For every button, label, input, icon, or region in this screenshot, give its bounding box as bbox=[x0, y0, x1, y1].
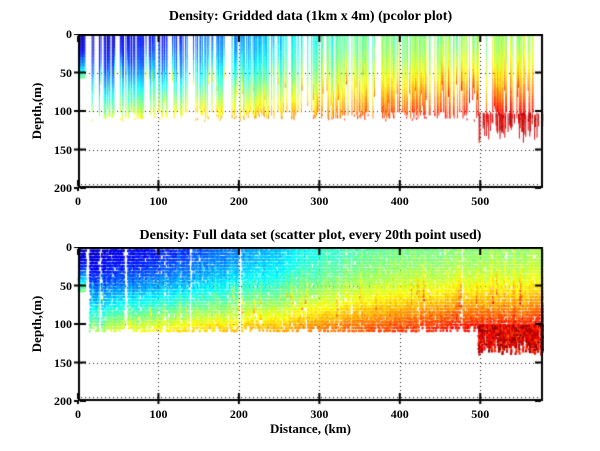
x-tick-label: 400 bbox=[390, 194, 409, 208]
x-tick-label: 100 bbox=[149, 194, 168, 208]
y-tick-label: 200 bbox=[54, 394, 72, 408]
top-plot-title: Density: Gridded data (1km x 4m) (pcolor… bbox=[168, 9, 453, 24]
x-tick-label: 400 bbox=[390, 407, 409, 421]
x-tick-label: 100 bbox=[149, 407, 168, 421]
x-axis-label: Distance, (km) bbox=[270, 421, 351, 436]
x-tick-label: 300 bbox=[310, 407, 329, 421]
y-tick-label: 100 bbox=[54, 317, 72, 331]
x-tick-label: 500 bbox=[471, 407, 490, 421]
y-tick-label: 50 bbox=[60, 65, 72, 80]
y-tick-label: 50 bbox=[60, 278, 72, 293]
y-tick-label: 0 bbox=[66, 240, 72, 254]
scatter-plot-canvas bbox=[72, 247, 544, 408]
gridded-pcolor-plot-canvas bbox=[72, 34, 544, 195]
x-tick-label: 300 bbox=[310, 194, 329, 208]
x-tick-label: 200 bbox=[229, 407, 248, 421]
x-tick-label: 200 bbox=[229, 194, 248, 208]
y-tick-label: 200 bbox=[54, 181, 72, 195]
y-tick-label: 0 bbox=[66, 27, 72, 41]
bottom-plot-title: Density: Full data set (scatter plot, ev… bbox=[139, 228, 482, 243]
y-tick-label: 100 bbox=[54, 104, 72, 118]
x-tick-label: 0 bbox=[75, 194, 81, 208]
y-tick-label: 150 bbox=[54, 142, 72, 157]
x-tick-label: 500 bbox=[471, 194, 490, 208]
y-tick-label: 150 bbox=[54, 355, 72, 370]
x-tick-label: 0 bbox=[75, 407, 81, 421]
